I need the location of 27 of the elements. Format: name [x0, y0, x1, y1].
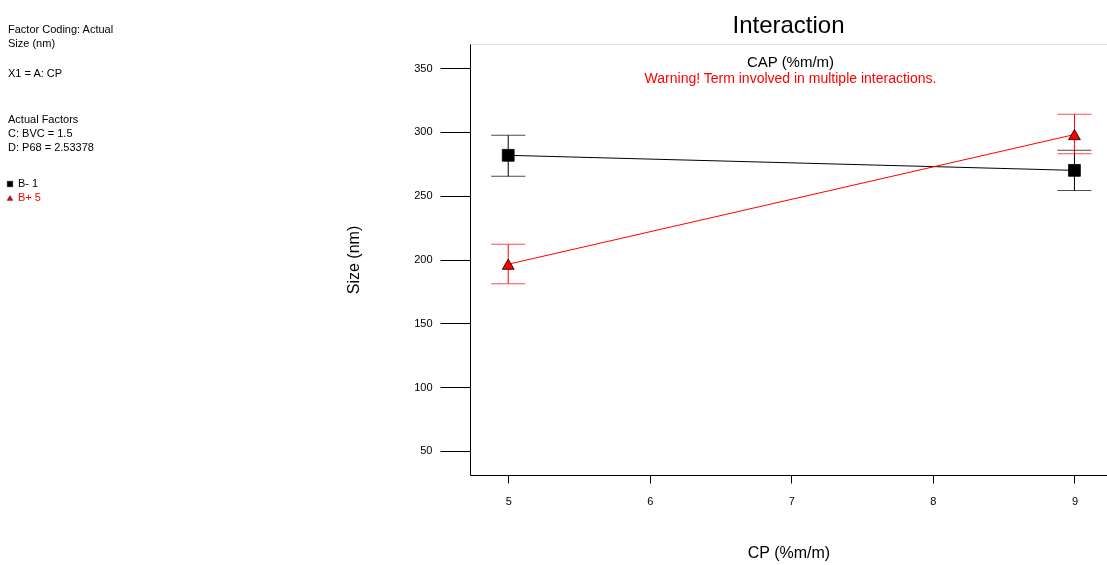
point: [501, 149, 515, 162]
annotation: Warning! Term involved in multiple interactions.: [644, 70, 937, 86]
text: Factor Coding: Actual: [8, 23, 114, 35]
chart-title: Interaction: [732, 11, 845, 38]
x-tick-label: 6: [647, 494, 654, 507]
text: C: BVC = 1.5: [8, 127, 73, 139]
y-tick-label: 250: [414, 189, 433, 202]
text: Size (nm): [8, 37, 56, 49]
text: D: P68 = 2.53378: [8, 141, 94, 153]
y-tick-label: 200: [414, 253, 433, 265]
x-tick-label: 8: [930, 494, 937, 507]
text: Actual Factors: [8, 113, 79, 125]
legend-label: B- 1: [18, 177, 39, 189]
y-tick-label: 300: [414, 125, 433, 138]
point: [1068, 164, 1081, 177]
y-tick-label: 150: [414, 316, 433, 329]
text: X1 = A: CP: [8, 67, 63, 79]
x-tick-label: 9: [1071, 494, 1078, 507]
legend-label: B+ 5: [18, 191, 41, 203]
y-tick-label: 50: [420, 444, 433, 457]
y-tick-label: 100: [414, 380, 433, 393]
x-tick-label: 5: [505, 494, 512, 507]
annotation: CAP (%m/m): [746, 53, 835, 70]
y-tick-label: 350: [414, 61, 433, 74]
x-tick-label: 7: [788, 494, 795, 507]
x-axis-title: CP (%m/m): [747, 543, 831, 561]
y-axis-title: Size (nm): [345, 225, 363, 295]
